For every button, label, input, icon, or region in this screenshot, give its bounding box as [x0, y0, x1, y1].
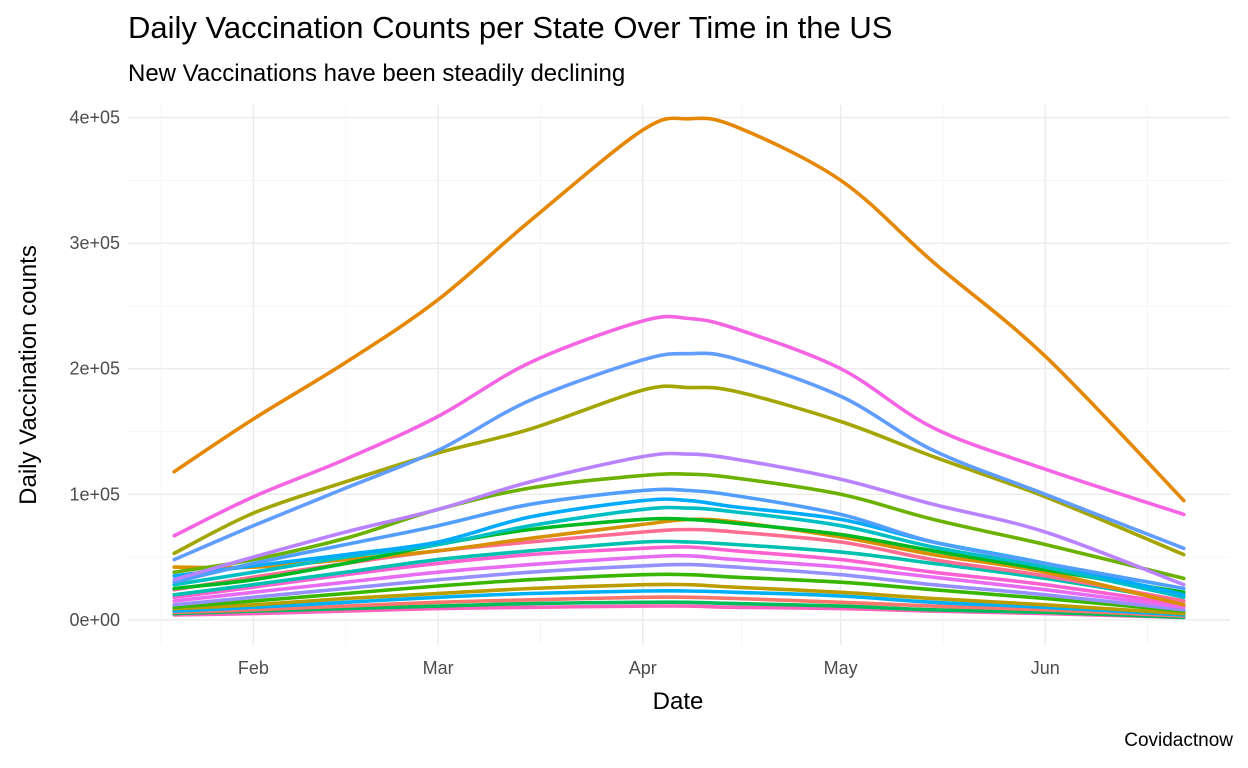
- series-line: [172, 351, 1186, 562]
- y-tick-label: 4e+05: [69, 108, 120, 128]
- chart-caption: Covidactnow: [1124, 730, 1233, 751]
- series-line: [172, 472, 1186, 581]
- series-line: [172, 600, 1186, 620]
- series-line: [172, 588, 1186, 617]
- chart-subtitle: New Vaccinations have been steadily decl…: [128, 60, 626, 87]
- series-line: [172, 582, 1186, 616]
- series-line: [172, 116, 1186, 503]
- series-line: [172, 572, 1186, 613]
- series-line: [172, 451, 1186, 587]
- series-line: [172, 384, 1186, 557]
- x-tick-label: May: [824, 658, 858, 678]
- x-tick-label: Jun: [1031, 658, 1060, 678]
- x-tick-label: Mar: [423, 658, 454, 678]
- chart-title: Daily Vaccination Counts per State Over …: [128, 10, 893, 45]
- y-axis-label: Daily Vaccination counts: [15, 245, 42, 505]
- series-line: [172, 539, 1186, 603]
- x-tick-label: Feb: [238, 658, 269, 678]
- y-tick-label: 1e+05: [69, 484, 120, 504]
- x-axis-label: Date: [653, 688, 704, 715]
- series-line: [172, 516, 1186, 595]
- series-line: [172, 314, 1186, 538]
- series-line: [172, 487, 1186, 591]
- series-lines: [172, 116, 1186, 620]
- series-line: [172, 553, 1186, 610]
- series-line: [172, 595, 1186, 618]
- x-tick-label: Apr: [629, 658, 657, 678]
- y-tick-label: 0e+00: [69, 610, 120, 630]
- series-line: [172, 505, 1186, 600]
- y-tick-label: 2e+05: [69, 359, 120, 379]
- series-line: [172, 562, 1186, 612]
- y-tick-labels: 0e+00 1e+05 2e+05 3e+05 4e+05: [69, 108, 120, 630]
- series-line: [172, 545, 1186, 607]
- y-tick-label: 3e+05: [69, 233, 120, 253]
- x-tick-labels: Feb Mar Apr May Jun: [238, 658, 1060, 678]
